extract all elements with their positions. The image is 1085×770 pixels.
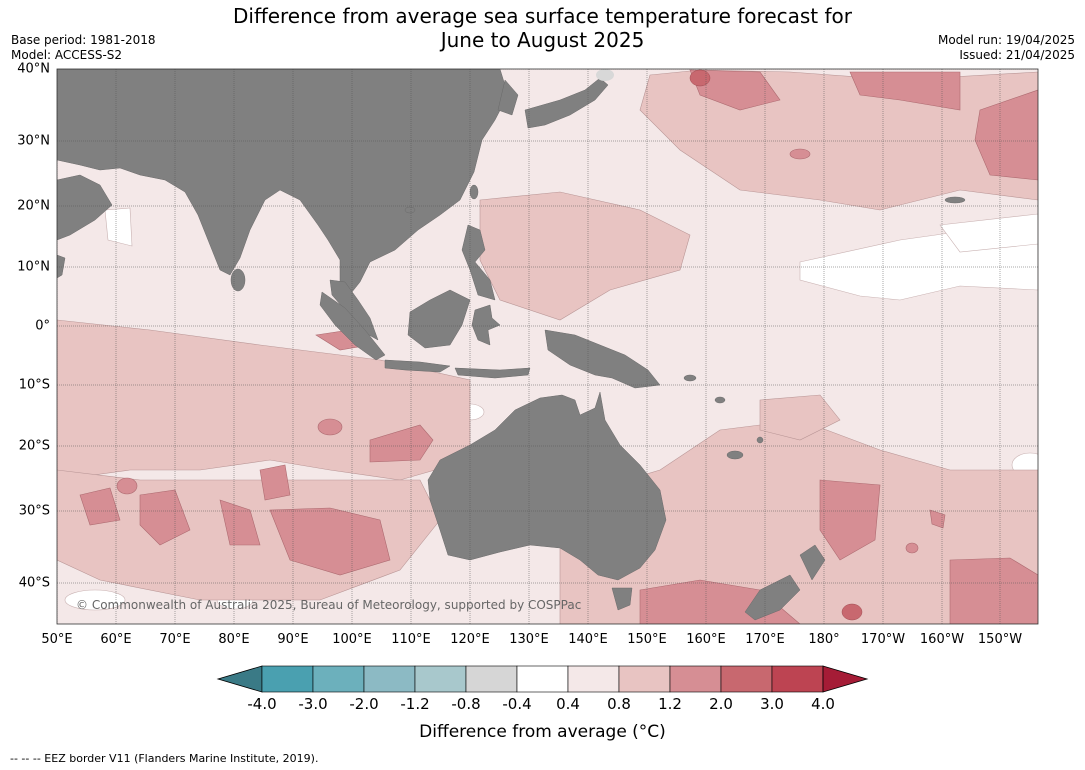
lon-label: 60°E: [100, 632, 132, 647]
colorbar-segment: [312, 665, 365, 693]
lon-label: 140°E: [568, 632, 608, 647]
colorbar-segments: [216, 665, 869, 693]
lon-label: 130°E: [509, 632, 549, 647]
colorbar-segment: [414, 665, 467, 693]
lon-label: 110°E: [391, 632, 431, 647]
colorbar-segment: [720, 665, 773, 693]
map-title: Difference from average sea surface temp…: [0, 4, 1085, 52]
colorbar-segment: [261, 665, 314, 693]
colorbar-segment: [669, 665, 722, 693]
model-name: Model: ACCESS-S2: [11, 48, 123, 62]
colorbar-tick-label: 2.0: [709, 695, 733, 713]
colorbar-title: Difference from average (°C): [419, 722, 666, 742]
lat-label: 40°S: [18, 575, 50, 591]
issued-date: Issued: 21/04/2025: [959, 48, 1075, 62]
colorbar-extend-high: [822, 665, 869, 693]
colorbar-segment: [618, 665, 671, 693]
colorbar-tick-label: -0.8: [451, 695, 481, 713]
lon-label: 100°E: [332, 632, 372, 647]
graticule: [57, 69, 1038, 624]
colorbar-extend-low: [216, 665, 263, 693]
colorbar-segment: [771, 665, 824, 693]
lat-label: 20°S: [18, 438, 50, 454]
lon-label: 170°W: [860, 632, 906, 647]
lon-label: 150°E: [627, 632, 667, 647]
colorbar: [216, 665, 869, 693]
colorbar-segment: [465, 665, 518, 693]
title-line-1: Difference from average sea surface temp…: [232, 4, 852, 28]
colorbar-tick-label: -4.0: [247, 695, 277, 713]
land-masses: [57, 69, 966, 621]
base-period: Base period: 1981-2018: [11, 33, 156, 47]
colorbar-tick-label: 1.2: [658, 695, 682, 713]
sst-anomaly-map: [56, 68, 1039, 625]
snow-patch: [596, 69, 614, 81]
colorbar-segment: [567, 665, 620, 693]
lon-label: 180°: [808, 632, 840, 647]
anomaly-2-0-3-0: [689, 69, 863, 621]
lon-label: 160°W: [919, 632, 965, 647]
metadata-right: Model run: 19/04/2025 Issued: 21/04/2025: [938, 33, 1075, 63]
lon-label: 90°E: [277, 632, 309, 647]
copyright-notice: © Commonwealth of Australia 2025, Bureau…: [76, 598, 582, 612]
lon-label: 160°E: [686, 632, 726, 647]
metadata-left: Base period: 1981-2018 Model: ACCESS-S2: [11, 33, 156, 63]
lon-label: 80°E: [218, 632, 250, 647]
colorbar-tick-label: 3.0: [760, 695, 784, 713]
lon-label: 70°E: [159, 632, 191, 647]
colorbar-tick-label: 4.0: [811, 695, 835, 713]
colorbar-segment: [516, 665, 569, 693]
lat-label: 30°S: [18, 503, 50, 519]
colorbar-segment: [363, 665, 416, 693]
colorbar-tick-label: -3.0: [298, 695, 328, 713]
lat-label: 0°: [35, 318, 50, 334]
lon-label: 120°E: [450, 632, 490, 647]
model-run: Model run: 19/04/2025: [937, 33, 1075, 47]
lat-label: 30°N: [17, 133, 50, 149]
map-frame: [56, 68, 1039, 625]
lon-label: 150°W: [977, 632, 1023, 647]
title-line-2: June to August 2025: [440, 28, 645, 52]
colorbar-tick-label: -0.4: [502, 695, 532, 713]
colorbar-tick-label: 0.4: [556, 695, 580, 713]
lat-label: 20°N: [17, 198, 50, 214]
colorbar-tick-label: -2.0: [349, 695, 379, 713]
colorbar-tick-label: -1.2: [400, 695, 430, 713]
lat-label: 10°N: [17, 259, 50, 275]
lon-label: 50°E: [41, 632, 73, 647]
colorbar-tick-label: 0.8: [607, 695, 631, 713]
lat-label: 10°S: [18, 377, 50, 393]
eez-legend: -- -- -- EEZ border V11 (Flanders Marine…: [10, 752, 319, 765]
lon-label: 170°E: [745, 632, 785, 647]
lat-label: 40°N: [17, 61, 50, 77]
